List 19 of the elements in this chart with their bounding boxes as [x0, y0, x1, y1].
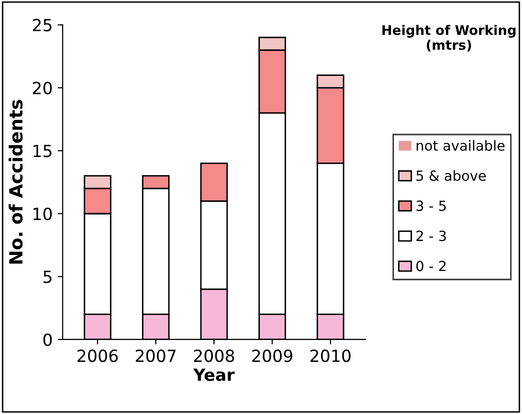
x-tick-label: 2009 — [252, 349, 292, 362]
y-tick-label: 25 — [32, 18, 52, 32]
y-tick-label: 10 — [34, 208, 52, 220]
x-axis-title: Year — [193, 368, 235, 382]
y-axis-title: No. of Accidents — [8, 100, 23, 264]
legend-title: Height of Working (mtrs) — [382, 24, 516, 52]
y-tick-label: 0 — [43, 333, 52, 346]
legend-label: 2 - 3 — [416, 230, 446, 242]
y-tick-label: 20 — [32, 82, 52, 94]
y-tick-label: 5 — [44, 270, 52, 284]
legend-label: not available — [416, 140, 505, 151]
x-tick-label: 2007 — [136, 349, 176, 362]
x-tick-label: 2008 — [194, 349, 234, 362]
y-tick-label: 15 — [34, 144, 52, 158]
legend-label: 0 - 2 — [416, 260, 446, 272]
x-tick-label: 2006 — [78, 349, 118, 362]
legend-label: 5 & above — [416, 170, 486, 181]
x-tick-label: 2010 — [310, 349, 351, 362]
legend-label: 3 - 5 — [416, 200, 446, 212]
